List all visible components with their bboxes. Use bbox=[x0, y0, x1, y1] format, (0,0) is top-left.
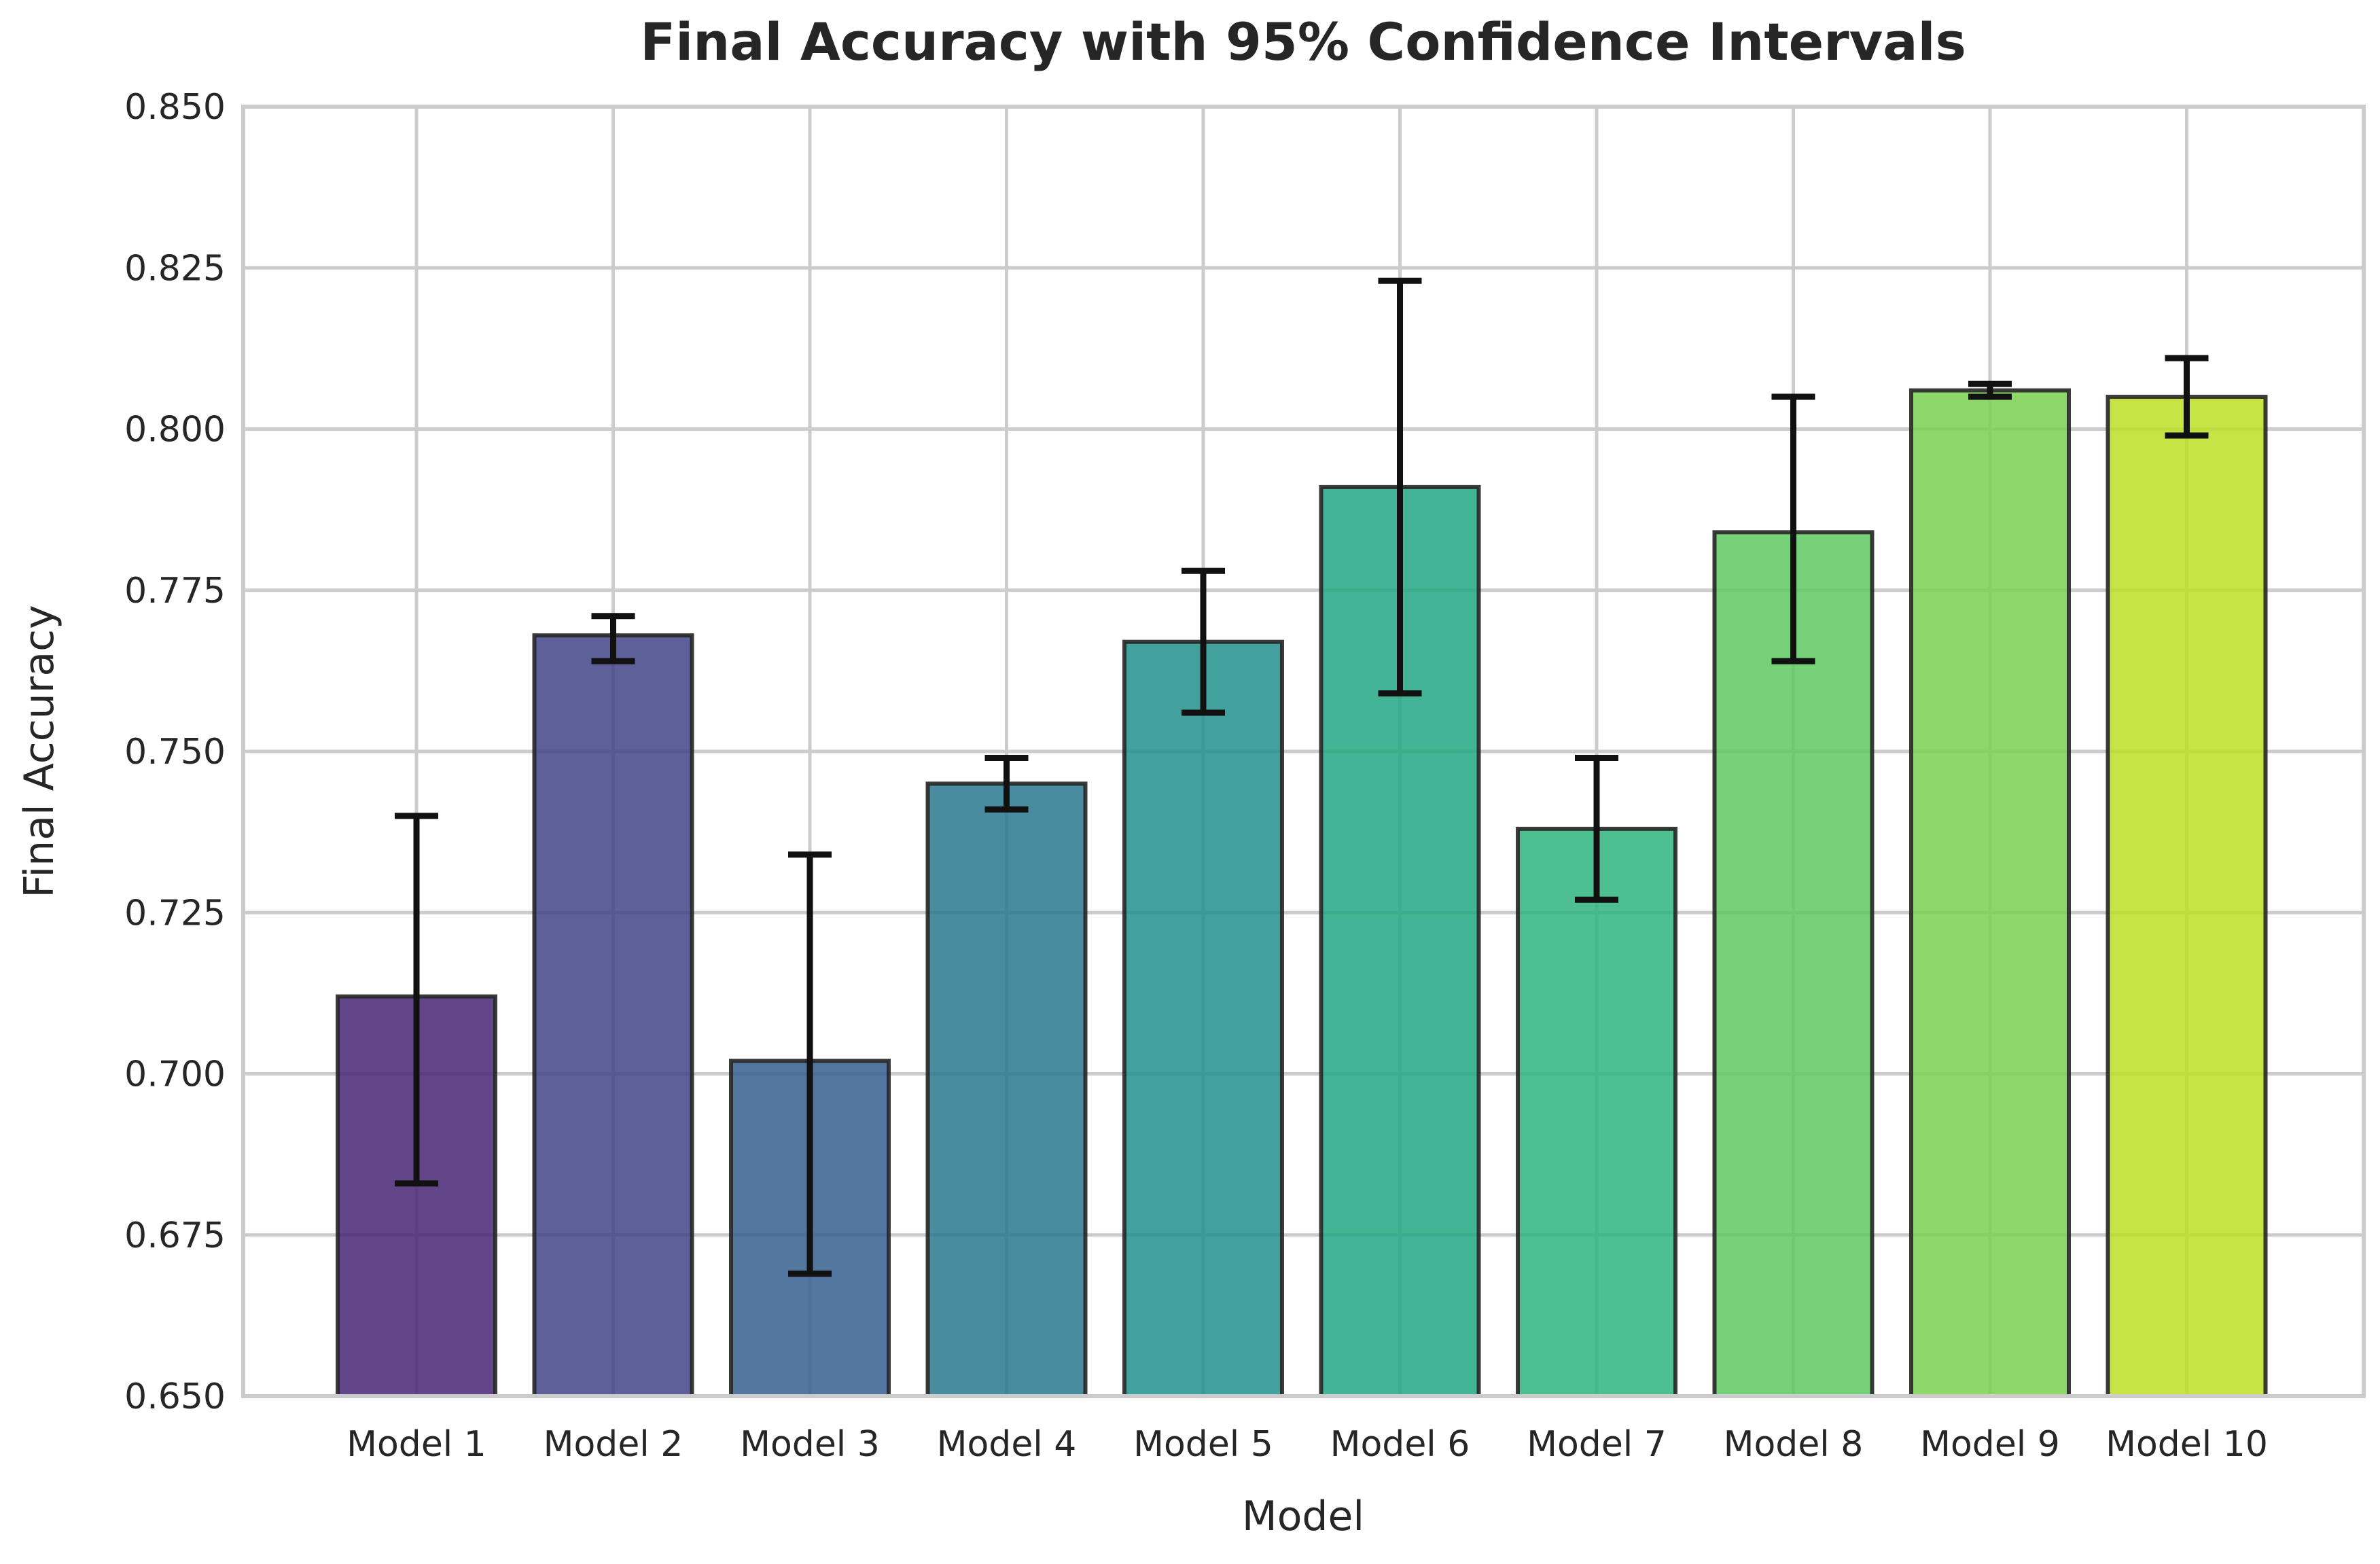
y-axis-label: Final Accuracy bbox=[16, 605, 63, 897]
error-bar-7 bbox=[1575, 754, 1618, 903]
x-tick-label: Model 2 bbox=[544, 1424, 683, 1465]
x-tick-label: Model 5 bbox=[1133, 1424, 1273, 1465]
plot-area-frame bbox=[241, 105, 2366, 1398]
error-bar-9 bbox=[1968, 380, 2012, 400]
error-bar-8 bbox=[1771, 393, 1815, 664]
error-bar-2 bbox=[591, 613, 635, 664]
x-tick-label: Model 7 bbox=[1527, 1424, 1667, 1465]
bar-4 bbox=[925, 781, 1088, 1398]
y-tick-label: 0.700 bbox=[124, 1054, 226, 1095]
bar-9 bbox=[1909, 388, 2071, 1398]
y-tick-labels: 0.650 0.675 0.700 0.725 0.750 0.775 0.800 0.825… bbox=[124, 87, 226, 1417]
x-tick-label: Model 4 bbox=[937, 1424, 1077, 1465]
x-axis-label: Model bbox=[1242, 1493, 1364, 1540]
x-tick-labels: Model 1 Model 2 Model 3 Model 4 Model 5 Model… bbox=[347, 1424, 2268, 1465]
x-tick-label: Model 6 bbox=[1330, 1424, 1470, 1465]
error-bar-3 bbox=[788, 851, 832, 1277]
x-tick-label: Model 3 bbox=[740, 1424, 880, 1465]
y-tick-label: 0.800 bbox=[124, 410, 226, 450]
bar-5 bbox=[1122, 639, 1284, 1398]
chart-title: Final Accuracy with 95% Confidence Inter… bbox=[640, 12, 1966, 72]
y-tick-label: 0.850 bbox=[124, 87, 226, 128]
y-tick-label: 0.650 bbox=[124, 1376, 226, 1417]
x-tick-label: Model 8 bbox=[1724, 1424, 1864, 1465]
bar-10 bbox=[2106, 395, 2268, 1398]
x-tick-label: Model 9 bbox=[1920, 1424, 2060, 1465]
error-bar-1 bbox=[395, 813, 438, 1187]
x-tick-label: Model 1 bbox=[347, 1424, 486, 1465]
error-bar-5 bbox=[1182, 567, 1225, 716]
bar-2 bbox=[532, 633, 694, 1398]
error-bar-6 bbox=[1378, 277, 1422, 697]
x-tick-label: Model 10 bbox=[2106, 1424, 2268, 1465]
error-bar-10 bbox=[2165, 355, 2209, 439]
y-tick-label: 0.775 bbox=[124, 571, 226, 611]
bar-7 bbox=[1516, 826, 1677, 1398]
y-tick-label: 0.825 bbox=[124, 248, 226, 289]
y-tick-label: 0.725 bbox=[124, 893, 226, 934]
error-bars bbox=[395, 277, 2209, 1277]
error-bar-4 bbox=[984, 754, 1029, 813]
y-tick-label: 0.750 bbox=[124, 732, 226, 772]
y-tick-label: 0.675 bbox=[124, 1215, 226, 1256]
